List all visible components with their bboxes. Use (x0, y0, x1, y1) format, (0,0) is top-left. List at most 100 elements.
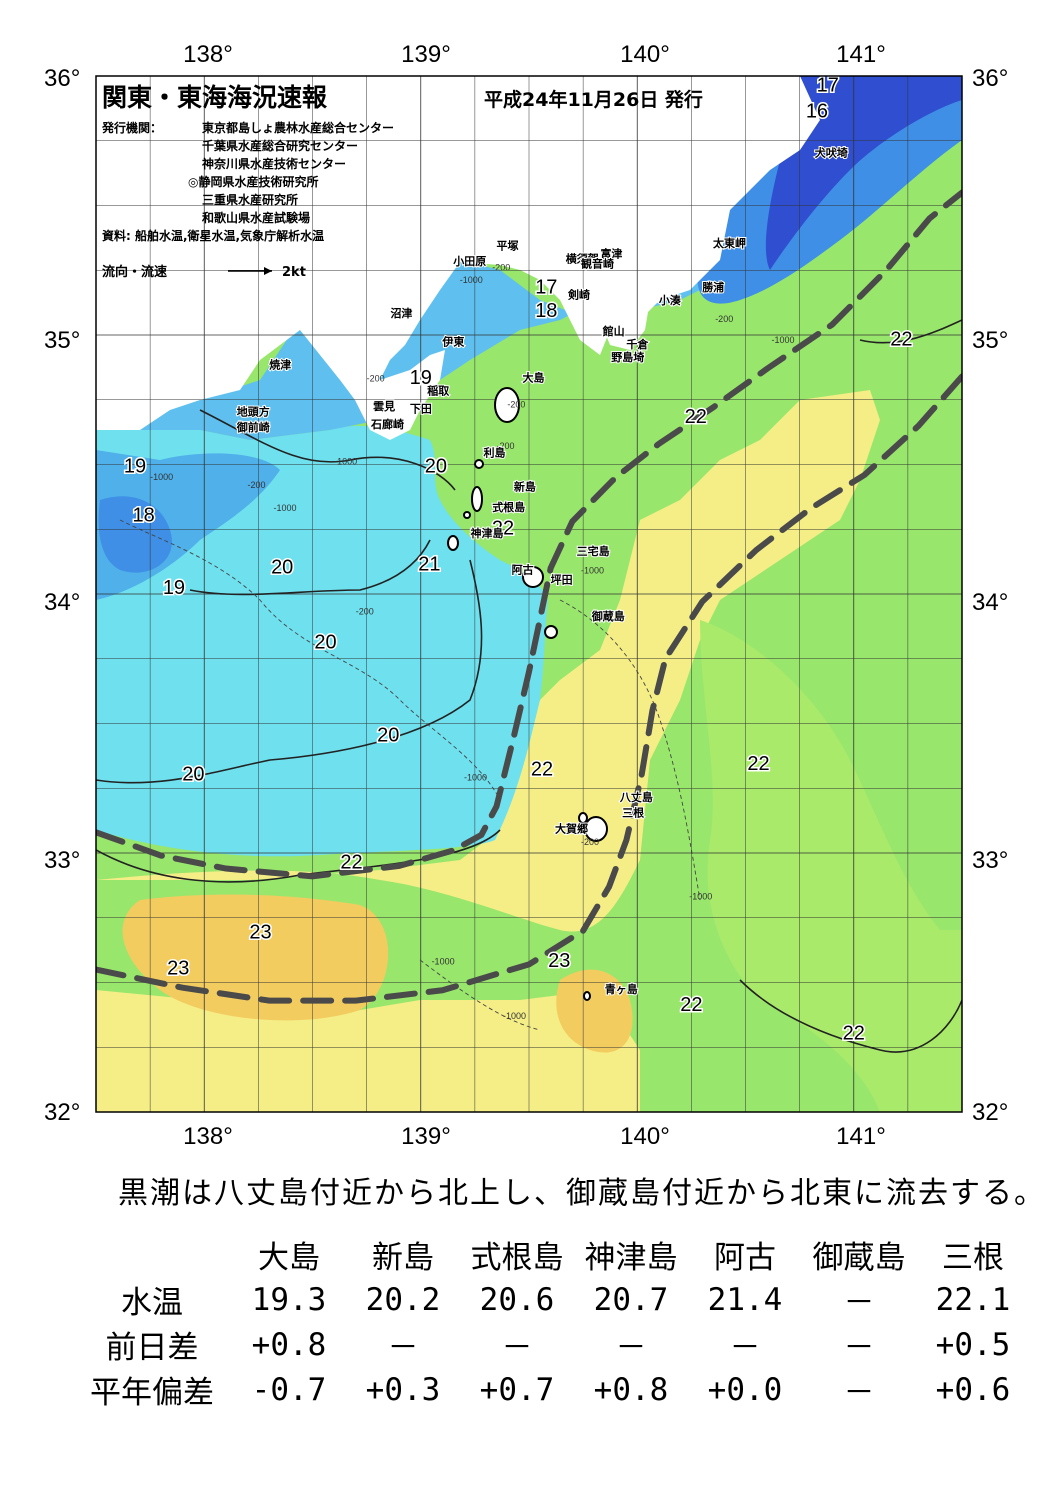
kuroshio-axis-lines (96, 189, 962, 1004)
isotherm-label: 17 (817, 75, 839, 97)
isotherm-label: 22 (843, 1022, 865, 1044)
legend-value: 2kt (282, 265, 306, 280)
isotherm-label: 22 (531, 758, 553, 780)
place-name: 焼津 (269, 358, 291, 372)
table-row: 平年偏差 -0.7 +0.3 +0.7 +0.8 +0.0 － +0.6 (72, 1367, 1030, 1412)
lat-labels-right: 36° 35° 34° 33° 32° (972, 65, 1008, 1126)
place-name: 地頭方 (237, 404, 270, 418)
depth-label: -1000 (503, 1011, 526, 1021)
isotherm-label: 23 (167, 958, 189, 980)
place-name: 太東岬 (712, 236, 746, 250)
lat-label-right: 35° (972, 327, 1008, 354)
table-cell: － (387, 1330, 419, 1366)
table-row: 水温 19.3 20.2 20.6 20.7 21.4 － 22.1 (72, 1277, 1030, 1322)
table-cell: － (843, 1285, 875, 1321)
depth-label: -200 (507, 400, 525, 410)
place-name: 石廊崎 (370, 417, 404, 431)
isotherm-label: 19 (124, 455, 146, 477)
depth-label: -1000 (464, 772, 487, 782)
place-name: 千倉 (626, 337, 649, 351)
table-cell: +0.6 (935, 1371, 1011, 1408)
place-name: 大賀郷 (555, 821, 588, 835)
lon-label-top: 140° (620, 41, 670, 68)
table-cell: － (843, 1375, 875, 1411)
lat-label-right: 32° (972, 1099, 1008, 1126)
lat-label-left: 35° (44, 327, 80, 354)
depth-label: -200 (248, 480, 266, 490)
depth-label: -1000 (334, 457, 357, 467)
station-name: 三根 (942, 1240, 1004, 1276)
sea-cold-core (98, 496, 172, 573)
lat-labels-left: 36° 35° 34° 33° 32° (44, 65, 80, 1126)
issue-date: 平成24年11月26日 発行 (484, 88, 703, 111)
isotherm-label: 20 (377, 725, 399, 747)
issuer-item: 神奈川県水産技術センター (202, 156, 346, 171)
lon-label-top: 139° (401, 41, 451, 68)
isotherm-label: 18 (133, 504, 155, 526)
issuer-item: 和歌山県水産試験場 (201, 210, 310, 225)
observation-table: 大島 新島 式根島 神津島 阿古 御蔵島 三根 水温 19.3 20.2 20.… (72, 1232, 1030, 1412)
lat-label-right: 33° (972, 847, 1008, 874)
place-name: 三宅島 (577, 544, 610, 558)
place-name: 八丈島 (619, 790, 653, 804)
table-cell: － (843, 1330, 875, 1366)
station-name: 新島 (372, 1240, 434, 1276)
header-empty-cell (72, 1232, 232, 1277)
lat-label-right: 34° (972, 589, 1008, 616)
table-cell: 20.2 (365, 1281, 441, 1318)
place-name: 勝浦 (702, 280, 724, 294)
place-name: 御蔵島 (591, 609, 625, 623)
place-name: 阿古 (512, 562, 534, 576)
lat-label-left: 32° (44, 1099, 80, 1126)
lon-labels-bottom: 138° 139° 140° 141° (183, 1123, 886, 1150)
isotherm-label: 16 (806, 100, 828, 122)
lon-label-bottom: 139° (401, 1123, 451, 1150)
place-name: 小田原 (452, 254, 486, 268)
isotherm-label: 22 (680, 994, 702, 1016)
sea-orange-aogashima (556, 969, 633, 1053)
place-name: 野島埼 (611, 350, 644, 364)
isotherm-label: 20 (314, 631, 336, 653)
table-cell: +0.3 (365, 1371, 441, 1408)
table-cell: +0.5 (935, 1326, 1011, 1363)
lon-label-bottom: 138° (183, 1123, 233, 1150)
station-header-row: 大島 新島 式根島 神津島 阿古 御蔵島 三根 (72, 1232, 1030, 1277)
legend-label: 流向・流速 (102, 264, 167, 280)
table-cell: － (615, 1330, 647, 1366)
depth-label: -1000 (581, 565, 604, 575)
isotherm-label: 20 (271, 556, 293, 578)
isotherm-label: 22 (747, 753, 769, 775)
table-cell: 20.7 (593, 1281, 669, 1318)
place-name: 雲見 (373, 400, 395, 413)
place-name: 三根 (622, 806, 645, 820)
row-label: 前日差 (105, 1330, 199, 1366)
lon-label-bottom: 140° (620, 1123, 670, 1150)
depth-contours (119, 519, 701, 1031)
table-cell: 21.4 (707, 1281, 783, 1318)
kuroshio-axis (96, 189, 962, 880)
place-name: 利島 (484, 446, 506, 460)
depth-label-layer: -200 -1000 -200 -1000 -200 -1000 -200 -1000 -100… (150, 262, 794, 1021)
place-name: 神津島 (471, 526, 504, 540)
place-name: 平塚 (497, 239, 519, 253)
isotherm-lines (96, 319, 962, 1053)
place-name: 青ヶ島 (605, 982, 638, 996)
issuer-item: ◎静岡県水産技術研究所 (188, 174, 318, 189)
depth-label: -200 (581, 837, 599, 847)
lon-labels-top: 138° 139° 140° 141° (183, 41, 886, 68)
station-name: 式根島 (470, 1240, 564, 1276)
islands (447, 387, 608, 1001)
table-cell: +0.7 (479, 1371, 555, 1408)
place-name: 新島 (514, 479, 536, 493)
map-frame (95, 75, 963, 1113)
issuer-item: 千葉県水産総合研究センター (202, 138, 358, 153)
place-name: 大島 (523, 371, 545, 385)
place-name: 御前崎 (236, 420, 270, 434)
station-name: 阿古 (714, 1240, 776, 1276)
isotherm-label: 20 (182, 763, 204, 785)
depth-label: -200 (715, 314, 733, 324)
place-name: 富津 (600, 246, 622, 260)
place-name: 稲取 (427, 384, 449, 398)
